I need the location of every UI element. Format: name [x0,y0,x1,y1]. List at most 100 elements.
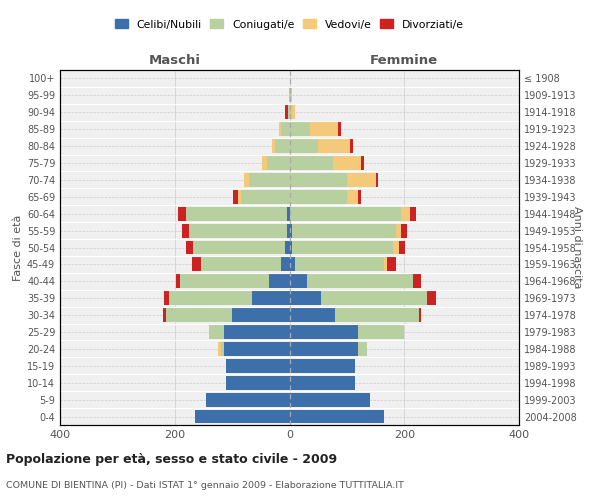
Text: Maschi: Maschi [149,54,201,68]
Bar [195,410,290,424]
Bar [290,88,292,102]
Bar [181,274,269,288]
Bar [358,325,404,339]
Bar [307,274,413,288]
Bar [281,258,290,272]
Bar [290,376,355,390]
Bar [413,274,421,288]
Bar [290,224,292,237]
Bar [358,342,367,356]
Legend: Celibi/Nubili, Coniugati/e, Vedovi/e, Divorziati/e: Celibi/Nubili, Coniugati/e, Vedovi/e, Di… [110,15,469,34]
Bar [335,308,419,322]
Bar [290,156,332,170]
Bar [387,258,395,272]
Bar [310,122,338,136]
Text: COMUNE DI BIENTINA (PI) - Dati ISTAT 1° gennaio 2009 - Elaborazione TUTTITALIA.I: COMUNE DI BIENTINA (PI) - Dati ISTAT 1° … [6,481,404,490]
Bar [350,139,353,153]
Bar [290,139,318,153]
Bar [178,207,186,220]
Bar [186,240,193,254]
Bar [290,207,401,220]
Bar [226,376,290,390]
Bar [244,173,250,187]
Bar [288,106,290,119]
Bar [166,308,232,322]
Bar [376,173,379,187]
Bar [290,240,292,254]
Bar [347,173,376,187]
Bar [193,240,285,254]
Bar [292,224,395,237]
Bar [226,359,290,373]
Bar [189,224,287,237]
Bar [266,156,290,170]
Bar [238,190,241,203]
Bar [290,258,295,272]
Bar [279,122,281,136]
Bar [290,106,292,119]
Bar [209,325,224,339]
Bar [164,292,169,305]
Bar [401,224,407,237]
Bar [338,122,341,136]
Bar [290,325,358,339]
Bar [290,359,355,373]
Bar [292,106,295,119]
Bar [290,173,347,187]
Bar [290,292,321,305]
Bar [176,274,181,288]
Bar [218,342,221,356]
Bar [250,173,290,187]
Y-axis label: Anni di nascita: Anni di nascita [572,206,582,289]
Bar [295,258,384,272]
Bar [163,308,166,322]
Bar [272,139,275,153]
Bar [321,292,427,305]
Bar [292,240,393,254]
Bar [241,190,290,203]
Text: Femmine: Femmine [370,54,439,68]
Bar [200,258,281,272]
Bar [269,274,290,288]
Bar [290,122,310,136]
Bar [290,190,347,203]
Bar [384,258,387,272]
Bar [361,156,364,170]
Bar [224,325,290,339]
Bar [186,207,287,220]
Bar [318,139,350,153]
Bar [398,240,406,254]
Bar [427,292,436,305]
Bar [275,139,290,153]
Bar [285,106,288,119]
Bar [233,190,238,203]
Bar [393,240,398,254]
Bar [290,392,370,406]
Bar [262,156,266,170]
Bar [290,308,335,322]
Bar [182,224,189,237]
Bar [332,156,361,170]
Bar [347,190,358,203]
Bar [232,308,290,322]
Bar [419,308,421,322]
Text: Popolazione per età, sesso e stato civile - 2009: Popolazione per età, sesso e stato civil… [6,452,337,466]
Bar [281,122,290,136]
Bar [290,410,384,424]
Bar [287,224,290,237]
Bar [401,207,410,220]
Bar [285,240,290,254]
Bar [358,190,361,203]
Bar [410,207,416,220]
Bar [290,274,307,288]
Bar [224,342,290,356]
Bar [206,392,290,406]
Bar [221,342,224,356]
Bar [169,292,252,305]
Y-axis label: Fasce di età: Fasce di età [13,214,23,280]
Bar [287,207,290,220]
Bar [290,342,358,356]
Bar [395,224,401,237]
Bar [192,258,200,272]
Bar [252,292,290,305]
